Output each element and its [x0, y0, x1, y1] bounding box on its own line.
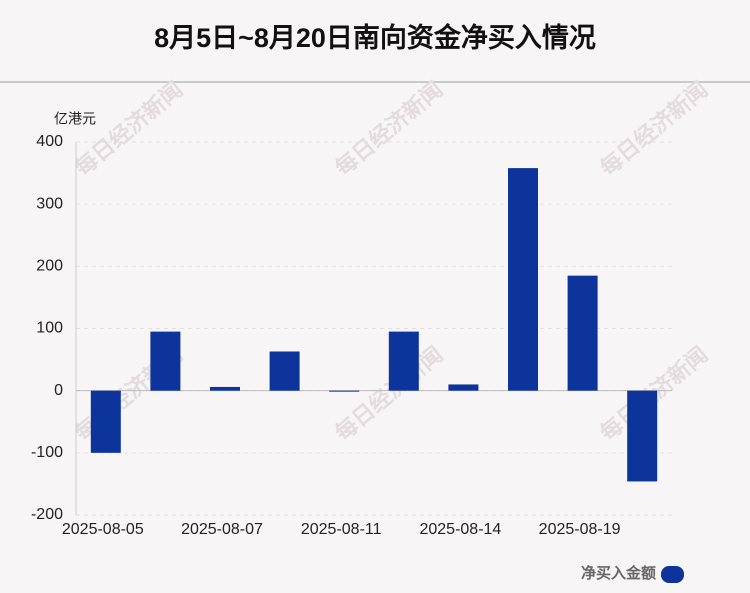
y-tick-label: 300: [36, 195, 63, 212]
x-tick-label: 2025-08-05: [62, 521, 144, 538]
legend-swatch: [661, 566, 684, 583]
y-tick-label: 200: [36, 258, 63, 275]
bar: [90, 390, 121, 453]
chart-title: 8月5日~8月20日南向资金净买入情况: [154, 22, 596, 53]
bar: [508, 168, 538, 391]
bar: [448, 384, 479, 391]
bar: [150, 331, 181, 391]
watermark: 每日经济新闻: [330, 77, 447, 181]
x-tick-label: 2025-08-14: [419, 521, 501, 538]
x-tick-label: 2025-08-07: [181, 521, 263, 538]
legend-label: 净买入金额: [581, 564, 656, 582]
y-axis-unit: 亿港元: [54, 111, 96, 127]
bar: [388, 331, 419, 391]
y-tick-label: -100: [31, 444, 63, 461]
bar: [567, 275, 598, 391]
y-tick-label: 0: [54, 382, 63, 399]
y-tick-label: 400: [36, 133, 63, 150]
x-tick-label: 2025-08-19: [539, 521, 621, 538]
x-tick-label: 2025-08-11: [301, 521, 382, 538]
y-tick-label: 100: [36, 320, 63, 337]
bar: [627, 390, 658, 482]
bar: [269, 351, 300, 391]
bar: [329, 390, 360, 392]
watermark: 每日经济新闻: [70, 77, 187, 181]
bar: [210, 386, 240, 391]
watermark: 每日经济新闻: [595, 77, 712, 181]
y-tick-label: -200: [31, 506, 63, 523]
